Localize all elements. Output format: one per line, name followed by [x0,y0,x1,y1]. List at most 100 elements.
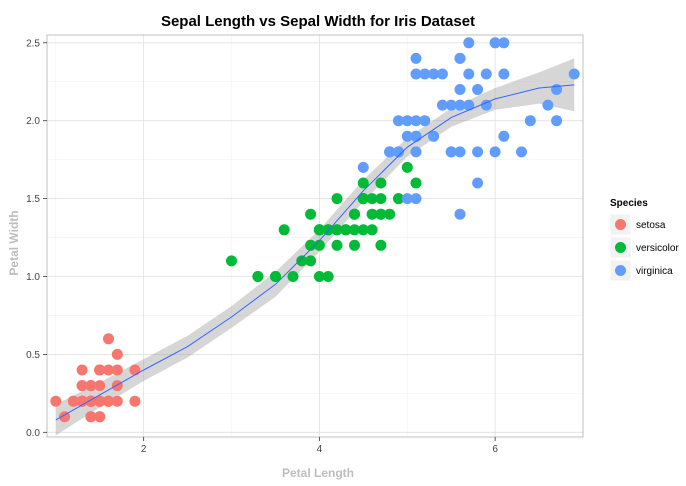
point-virginica [542,99,554,111]
point-versicolor [331,239,343,251]
x-tick-label: 4 [317,444,323,455]
point-versicolor [366,208,378,220]
data-points [50,37,580,423]
point-versicolor [305,255,317,267]
point-virginica [472,84,484,95]
legend: Species setosa versicolor virginica [609,198,679,282]
point-versicolor [375,208,387,220]
point-versicolor [349,224,360,236]
point-setosa [94,411,106,423]
y-tick-label: 2.0 [26,116,40,127]
point-versicolor [331,193,343,205]
point-virginica [410,115,422,127]
point-setosa [103,364,114,376]
point-virginica [410,68,422,80]
point-virginica [551,115,563,127]
point-virginica [480,68,492,80]
legend-label-virginica: virginica [636,266,673,277]
point-versicolor [375,239,387,251]
point-versicolor [331,224,343,236]
point-virginica [393,146,404,158]
point-versicolor [313,239,325,251]
point-virginica [498,68,510,80]
x-axis-ticks: 2 4 6 [141,437,498,455]
point-virginica [568,68,580,80]
x-tick-label: 6 [492,444,498,455]
point-virginica [454,99,466,111]
point-virginica [384,146,396,158]
point-virginica [410,146,422,158]
point-versicolor [278,224,290,236]
point-versicolor [375,193,387,205]
legend-title: Species [610,198,648,209]
point-setosa [111,395,123,407]
point-setosa [129,395,141,407]
point-setosa [94,395,106,407]
point-versicolor [401,161,413,173]
chart-title: Sepal Length vs Sepal Width for Iris Dat… [161,13,475,30]
point-virginica [463,68,475,80]
point-virginica [401,130,413,142]
point-setosa [76,395,88,407]
point-virginica [516,146,527,158]
point-virginica [428,130,440,142]
point-versicolor [384,208,396,220]
point-setosa [85,380,97,392]
point-versicolor [252,271,264,282]
smooth-line [55,84,575,421]
point-versicolor [357,193,369,205]
point-versicolor [349,239,360,251]
point-setosa [111,364,123,376]
point-setosa [129,364,141,376]
point-virginica [480,99,492,111]
x-axis-title: Petal Length [282,466,354,480]
point-virginica [401,193,413,205]
point-versicolor [322,271,334,282]
point-versicolor [340,224,352,236]
point-virginica [454,208,466,220]
point-virginica [472,146,484,158]
y-tick-label: 1.0 [26,272,40,283]
legend-items: setosa versicolor virginica [609,213,679,282]
point-virginica [472,177,484,189]
point-virginica [445,99,457,111]
point-setosa [111,348,123,360]
point-virginica [498,37,510,49]
legend-swatch-versicolor [615,242,626,253]
y-tick-label: 2.5 [26,38,40,49]
point-versicolor [287,271,299,282]
point-virginica [410,193,422,205]
point-virginica [428,68,440,80]
legend-swatch-virginica [615,265,626,276]
point-virginica [489,146,501,158]
smooth-line-path [55,84,575,421]
point-setosa [76,364,88,376]
point-setosa [85,411,97,423]
point-virginica [454,84,466,95]
point-setosa [50,395,62,407]
point-virginica [445,146,457,158]
point-versicolor [270,271,281,282]
point-versicolor [393,193,404,205]
point-versicolor [313,271,325,282]
legend-label-setosa: setosa [636,220,666,231]
point-setosa [76,380,88,392]
point-setosa [94,380,106,392]
point-versicolor [226,255,237,267]
point-virginica [463,99,475,111]
plot-border [46,34,584,438]
point-virginica [436,99,448,111]
x-tick-label: 2 [141,444,147,455]
legend-label-versicolor: versicolor [636,243,679,254]
point-virginica [524,115,536,127]
point-setosa [103,333,114,345]
point-virginica [419,68,431,80]
point-versicolor [305,208,317,220]
point-setosa [94,364,106,376]
point-versicolor [349,208,360,220]
point-virginica [436,68,448,80]
point-versicolor [357,177,369,189]
point-setosa [67,395,79,407]
point-versicolor [305,239,317,251]
